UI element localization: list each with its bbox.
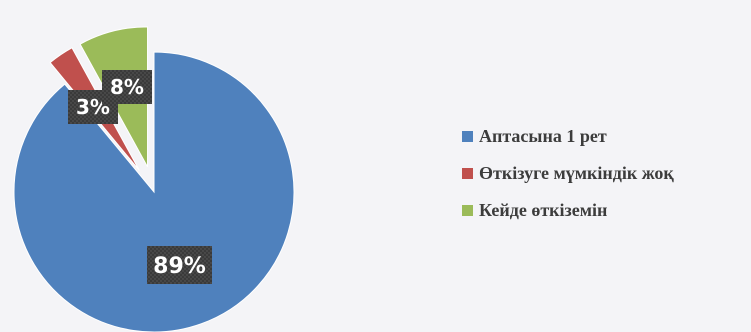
legend-label-sometimes: Кейде өткіземін xyxy=(479,200,608,220)
legend-swatch-sometimes xyxy=(462,205,473,216)
legend-swatch-no-opportunity xyxy=(462,168,473,179)
pie-slice-weekly xyxy=(13,51,295,332)
legend-label-no-opportunity: Өткізуге мүмкіндік жоқ xyxy=(479,163,674,183)
legend-swatch-weekly xyxy=(462,131,473,142)
data-label-weekly: 89% xyxy=(147,246,212,284)
legend-item-weekly: Аптасына 1 рет xyxy=(462,118,674,155)
svg-text:89%: 89% xyxy=(153,254,206,279)
legend-label-weekly: Аптасына 1 рет xyxy=(479,126,607,146)
data-label-sometimes: 8% xyxy=(102,70,152,104)
legend: Аптасына 1 рет Өткізуге мүмкіндік жоқ Ке… xyxy=(462,118,674,229)
svg-text:8%: 8% xyxy=(110,75,144,99)
legend-item-sometimes: Кейде өткіземін xyxy=(462,192,674,229)
legend-item-no-opportunity: Өткізуге мүмкіндік жоқ xyxy=(462,155,674,192)
